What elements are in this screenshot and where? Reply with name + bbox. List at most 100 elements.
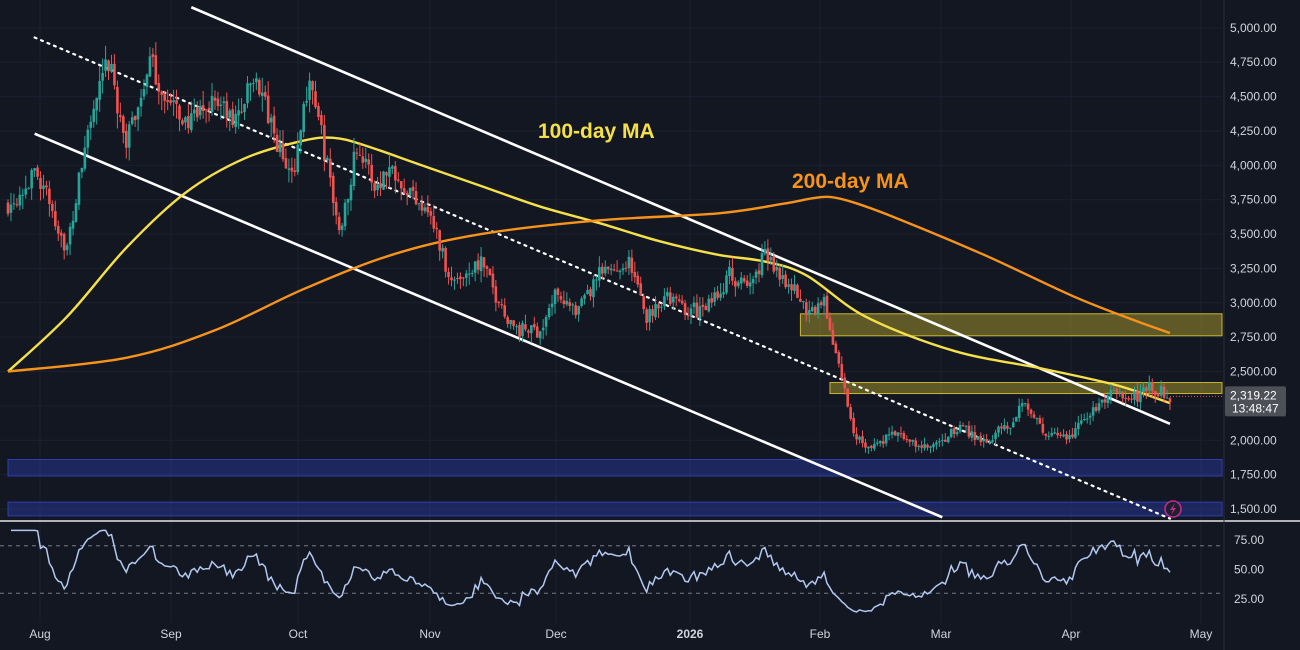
candle-body [51,203,54,211]
candle-body [77,172,81,205]
candle-body [642,296,645,310]
rsi-layer [0,529,1222,613]
candle-body [1074,428,1077,438]
candle-body [893,431,897,436]
candle [361,147,365,169]
candle-body [671,296,675,303]
candle [80,167,84,179]
candle-body [719,293,722,298]
candle-body [414,191,418,205]
candle-body [74,203,78,222]
candle [130,111,134,126]
candle [669,286,672,307]
candle-body [772,256,776,272]
candle [796,283,799,299]
candle [887,427,891,441]
candle-body [739,277,743,284]
candle [562,290,566,309]
candle-body [991,440,994,442]
candle-body [633,271,637,278]
candle-body [1032,414,1036,418]
candle-body [503,305,507,317]
candle-body [145,74,149,87]
candle [680,295,684,305]
candle [506,315,509,328]
candle-body [426,206,430,213]
candle-body [408,187,412,196]
candle-body [737,282,740,286]
candle [113,54,116,90]
candle-body [527,330,530,333]
candle-body [810,307,814,312]
candle [725,270,728,295]
candle-body [222,101,226,104]
date-tick-label: Mar [931,627,952,641]
candle-body [59,232,63,236]
candle [547,303,551,320]
candle-body [923,444,926,449]
candle-body [246,83,249,104]
price-tick-label: 3,750.00 [1230,193,1277,207]
date-tick-label: Sep [160,627,182,641]
candle-body [394,166,397,181]
candle [976,436,980,441]
candle [731,257,734,286]
candle-body [790,284,793,291]
candle-body [603,266,607,274]
candle [878,440,882,447]
candle-body [828,317,832,331]
price-tick-label: 5,000.00 [1230,21,1277,35]
candle [530,325,533,343]
candle [340,222,344,237]
candle-body [553,289,557,305]
candle-body [1056,432,1059,436]
candle-body [802,301,805,303]
candle [837,349,841,368]
zone-1 [799,313,1223,337]
candle [287,158,291,183]
candle-body [107,60,110,72]
lightning-icon[interactable] [1164,500,1182,518]
candle-body [748,282,752,287]
candle-body [187,115,190,129]
candle [1068,429,1071,443]
candle [1106,391,1110,408]
candle-body [1165,397,1169,399]
candle-body [612,269,616,271]
candle-body [1014,416,1018,422]
candle-body [494,286,498,303]
candle [260,77,264,112]
candle [6,199,10,217]
candle [766,239,770,271]
candle [166,89,169,111]
candle-body [958,424,962,432]
candle-body [266,95,270,124]
candle [414,182,418,206]
candle [219,96,223,120]
candle [269,113,273,138]
lightning-icon-bolt[interactable] [1170,503,1176,515]
candle [946,436,950,444]
candle-body [136,107,140,120]
candle [701,297,705,317]
candle-body [172,100,175,103]
price-tick-label: 3,500.00 [1230,227,1277,241]
candle-body [695,302,699,318]
candle-body [660,306,663,308]
candle [122,114,125,144]
candle [500,298,504,309]
candle-body [875,442,879,444]
candle [1150,378,1154,398]
candle-body [586,290,589,294]
candle [1079,413,1083,426]
candle [234,105,237,134]
candle [464,269,468,287]
candle-body [807,310,811,315]
candle-body [1094,407,1098,411]
candle [1136,383,1139,408]
candle-body [207,107,211,110]
date-tick-label: Feb [810,627,831,641]
candle-body [775,266,779,271]
candle-body [515,326,518,328]
